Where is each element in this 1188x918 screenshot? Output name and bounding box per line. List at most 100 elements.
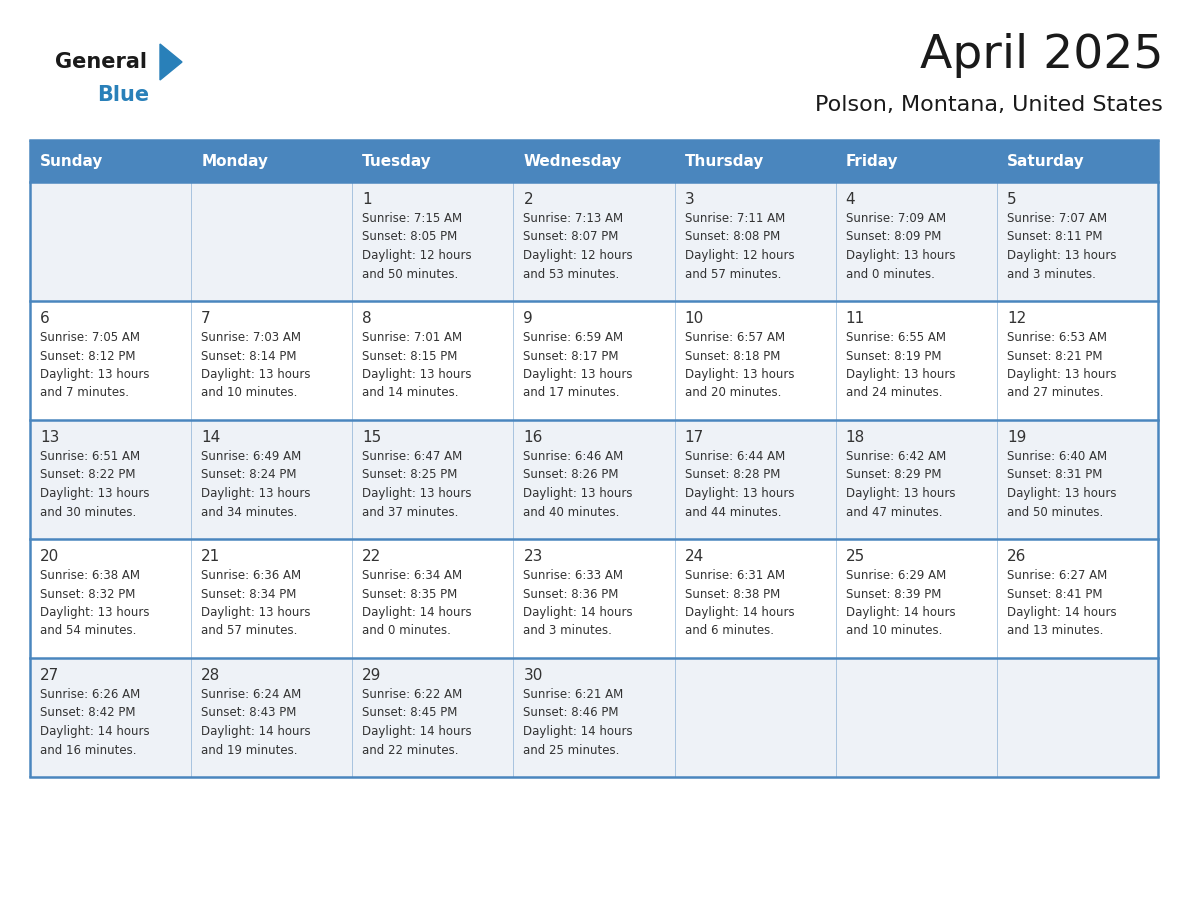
Bar (513, 182, 675, 301)
Bar (353, 182, 513, 301)
Bar (997, 539, 1158, 658)
Bar (353, 140, 513, 182)
Bar (675, 658, 835, 777)
Bar (997, 658, 1158, 777)
Text: 24: 24 (684, 549, 703, 564)
Text: 15: 15 (362, 430, 381, 445)
Text: Sunrise: 6:47 AM
Sunset: 8:25 PM
Daylight: 13 hours
and 37 minutes.: Sunrise: 6:47 AM Sunset: 8:25 PM Dayligh… (362, 450, 472, 519)
Text: 11: 11 (846, 311, 865, 326)
Text: Sunrise: 6:51 AM
Sunset: 8:22 PM
Daylight: 13 hours
and 30 minutes.: Sunrise: 6:51 AM Sunset: 8:22 PM Dayligh… (40, 450, 150, 519)
Text: 12: 12 (1007, 311, 1026, 326)
Text: 19: 19 (1007, 430, 1026, 445)
Bar (513, 301, 675, 420)
Bar (191, 658, 353, 777)
Text: Sunrise: 7:01 AM
Sunset: 8:15 PM
Daylight: 13 hours
and 14 minutes.: Sunrise: 7:01 AM Sunset: 8:15 PM Dayligh… (362, 331, 472, 399)
Text: Blue: Blue (97, 85, 150, 105)
Bar (191, 420, 353, 539)
Text: Saturday: Saturday (1007, 153, 1085, 169)
Text: 2: 2 (524, 192, 533, 207)
Text: 16: 16 (524, 430, 543, 445)
Text: 30: 30 (524, 668, 543, 683)
Bar (30, 539, 191, 658)
Bar (353, 539, 513, 658)
Bar (30, 140, 191, 182)
Polygon shape (160, 44, 182, 80)
Bar (675, 420, 835, 539)
Bar (191, 140, 353, 182)
Bar (353, 420, 513, 539)
Bar (191, 539, 353, 658)
Text: Sunrise: 6:36 AM
Sunset: 8:34 PM
Daylight: 13 hours
and 57 minutes.: Sunrise: 6:36 AM Sunset: 8:34 PM Dayligh… (201, 569, 310, 637)
Bar (675, 140, 835, 182)
Text: Sunrise: 6:40 AM
Sunset: 8:31 PM
Daylight: 13 hours
and 50 minutes.: Sunrise: 6:40 AM Sunset: 8:31 PM Dayligh… (1007, 450, 1117, 519)
Text: 21: 21 (201, 549, 221, 564)
Text: 3: 3 (684, 192, 694, 207)
Text: 14: 14 (201, 430, 221, 445)
Bar (835, 658, 997, 777)
Text: Sunrise: 7:05 AM
Sunset: 8:12 PM
Daylight: 13 hours
and 7 minutes.: Sunrise: 7:05 AM Sunset: 8:12 PM Dayligh… (40, 331, 150, 399)
Text: Sunrise: 6:24 AM
Sunset: 8:43 PM
Daylight: 14 hours
and 19 minutes.: Sunrise: 6:24 AM Sunset: 8:43 PM Dayligh… (201, 688, 311, 756)
Bar (835, 182, 997, 301)
Bar (835, 301, 997, 420)
Text: 29: 29 (362, 668, 381, 683)
Text: Wednesday: Wednesday (524, 153, 621, 169)
Bar (513, 420, 675, 539)
Bar (30, 182, 191, 301)
Text: Sunrise: 6:57 AM
Sunset: 8:18 PM
Daylight: 13 hours
and 20 minutes.: Sunrise: 6:57 AM Sunset: 8:18 PM Dayligh… (684, 331, 794, 399)
Bar (997, 420, 1158, 539)
Text: 25: 25 (846, 549, 865, 564)
Bar (191, 301, 353, 420)
Text: Sunrise: 7:13 AM
Sunset: 8:07 PM
Daylight: 12 hours
and 53 minutes.: Sunrise: 7:13 AM Sunset: 8:07 PM Dayligh… (524, 212, 633, 281)
Text: Monday: Monday (201, 153, 268, 169)
Bar (30, 658, 191, 777)
Bar (513, 658, 675, 777)
Text: Sunrise: 6:29 AM
Sunset: 8:39 PM
Daylight: 14 hours
and 10 minutes.: Sunrise: 6:29 AM Sunset: 8:39 PM Dayligh… (846, 569, 955, 637)
Text: 23: 23 (524, 549, 543, 564)
Bar (513, 539, 675, 658)
Text: Sunrise: 6:38 AM
Sunset: 8:32 PM
Daylight: 13 hours
and 54 minutes.: Sunrise: 6:38 AM Sunset: 8:32 PM Dayligh… (40, 569, 150, 637)
Text: Sunrise: 6:22 AM
Sunset: 8:45 PM
Daylight: 14 hours
and 22 minutes.: Sunrise: 6:22 AM Sunset: 8:45 PM Dayligh… (362, 688, 472, 756)
Bar (835, 420, 997, 539)
Text: 26: 26 (1007, 549, 1026, 564)
Text: 4: 4 (846, 192, 855, 207)
Text: 9: 9 (524, 311, 533, 326)
Bar (835, 539, 997, 658)
Bar (997, 301, 1158, 420)
Text: General: General (55, 52, 147, 72)
Text: Thursday: Thursday (684, 153, 764, 169)
Text: 20: 20 (40, 549, 59, 564)
Bar (513, 140, 675, 182)
Text: Friday: Friday (846, 153, 898, 169)
Bar (30, 301, 191, 420)
Text: Sunrise: 7:15 AM
Sunset: 8:05 PM
Daylight: 12 hours
and 50 minutes.: Sunrise: 7:15 AM Sunset: 8:05 PM Dayligh… (362, 212, 472, 281)
Text: Sunrise: 6:46 AM
Sunset: 8:26 PM
Daylight: 13 hours
and 40 minutes.: Sunrise: 6:46 AM Sunset: 8:26 PM Dayligh… (524, 450, 633, 519)
Bar (675, 539, 835, 658)
Text: Sunrise: 6:34 AM
Sunset: 8:35 PM
Daylight: 14 hours
and 0 minutes.: Sunrise: 6:34 AM Sunset: 8:35 PM Dayligh… (362, 569, 472, 637)
Text: Sunrise: 7:09 AM
Sunset: 8:09 PM
Daylight: 13 hours
and 0 minutes.: Sunrise: 7:09 AM Sunset: 8:09 PM Dayligh… (846, 212, 955, 281)
Text: Sunrise: 6:53 AM
Sunset: 8:21 PM
Daylight: 13 hours
and 27 minutes.: Sunrise: 6:53 AM Sunset: 8:21 PM Dayligh… (1007, 331, 1117, 399)
Text: 27: 27 (40, 668, 59, 683)
Text: Sunrise: 6:27 AM
Sunset: 8:41 PM
Daylight: 14 hours
and 13 minutes.: Sunrise: 6:27 AM Sunset: 8:41 PM Dayligh… (1007, 569, 1117, 637)
Text: 28: 28 (201, 668, 221, 683)
Text: 10: 10 (684, 311, 703, 326)
Text: Sunrise: 6:21 AM
Sunset: 8:46 PM
Daylight: 14 hours
and 25 minutes.: Sunrise: 6:21 AM Sunset: 8:46 PM Dayligh… (524, 688, 633, 756)
Text: Sunrise: 6:26 AM
Sunset: 8:42 PM
Daylight: 14 hours
and 16 minutes.: Sunrise: 6:26 AM Sunset: 8:42 PM Dayligh… (40, 688, 150, 756)
Text: 7: 7 (201, 311, 210, 326)
Bar (997, 182, 1158, 301)
Text: Sunrise: 7:11 AM
Sunset: 8:08 PM
Daylight: 12 hours
and 57 minutes.: Sunrise: 7:11 AM Sunset: 8:08 PM Dayligh… (684, 212, 795, 281)
Text: Sunrise: 6:33 AM
Sunset: 8:36 PM
Daylight: 14 hours
and 3 minutes.: Sunrise: 6:33 AM Sunset: 8:36 PM Dayligh… (524, 569, 633, 637)
Text: Polson, Montana, United States: Polson, Montana, United States (815, 95, 1163, 115)
Text: 1: 1 (362, 192, 372, 207)
Text: 5: 5 (1007, 192, 1017, 207)
Text: Sunrise: 6:31 AM
Sunset: 8:38 PM
Daylight: 14 hours
and 6 minutes.: Sunrise: 6:31 AM Sunset: 8:38 PM Dayligh… (684, 569, 795, 637)
Text: Tuesday: Tuesday (362, 153, 432, 169)
Bar (353, 301, 513, 420)
Text: Sunrise: 7:03 AM
Sunset: 8:14 PM
Daylight: 13 hours
and 10 minutes.: Sunrise: 7:03 AM Sunset: 8:14 PM Dayligh… (201, 331, 310, 399)
Text: Sunday: Sunday (40, 153, 103, 169)
Text: Sunrise: 6:49 AM
Sunset: 8:24 PM
Daylight: 13 hours
and 34 minutes.: Sunrise: 6:49 AM Sunset: 8:24 PM Dayligh… (201, 450, 310, 519)
Text: 8: 8 (362, 311, 372, 326)
Bar (30, 420, 191, 539)
Text: 17: 17 (684, 430, 703, 445)
Text: Sunrise: 6:44 AM
Sunset: 8:28 PM
Daylight: 13 hours
and 44 minutes.: Sunrise: 6:44 AM Sunset: 8:28 PM Dayligh… (684, 450, 794, 519)
Bar (675, 301, 835, 420)
